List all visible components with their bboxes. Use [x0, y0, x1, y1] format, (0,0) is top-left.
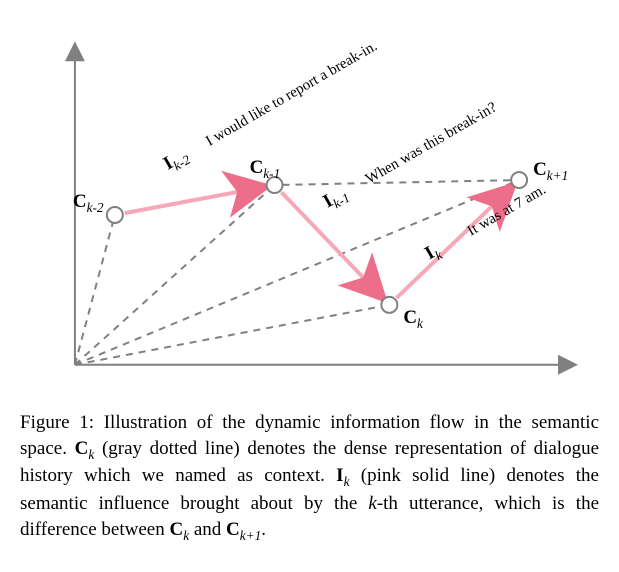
caption-C-end-sub: k — [183, 528, 189, 543]
caption-Ckp1-sub: k+1 — [240, 528, 262, 543]
svg-text:Ik-2: Ik-2 — [160, 144, 193, 177]
caption-and: and — [194, 519, 221, 540]
figure-caption: Figure 1: Illustration of the dynamic in… — [20, 410, 599, 544]
caption-C-sub: k — [88, 446, 94, 461]
caption-kth: k — [368, 493, 376, 514]
svg-text:When was this break-in?: When was this break-in? — [363, 99, 500, 187]
svg-text:I would like to report a break: I would like to report a break-in. — [203, 38, 380, 149]
caption-C-symbol: C — [75, 438, 89, 459]
caption-period: . — [261, 519, 266, 540]
semantic-flow-diagram: Ik-2 I would like to report a break-in. Ik… — [20, 20, 599, 400]
caption-I-sub: k — [344, 474, 350, 489]
caption-Ckp1: C — [226, 519, 240, 540]
svg-text:Ck-2: Ck-2 — [73, 191, 104, 215]
caption-I-symbol: I — [336, 465, 343, 486]
svg-text:Ck: Ck — [403, 307, 424, 331]
svg-text:Ck-1: Ck-1 — [250, 157, 281, 181]
figure: Ik-2 I would like to report a break-in. Ik… — [20, 20, 599, 544]
svg-text:Ck+1: Ck+1 — [533, 159, 568, 183]
caption-C-end: C — [169, 519, 183, 540]
svg-text:Ik-1: Ik-1 — [319, 182, 352, 215]
caption-prefix: Figure 1: — [20, 412, 94, 433]
